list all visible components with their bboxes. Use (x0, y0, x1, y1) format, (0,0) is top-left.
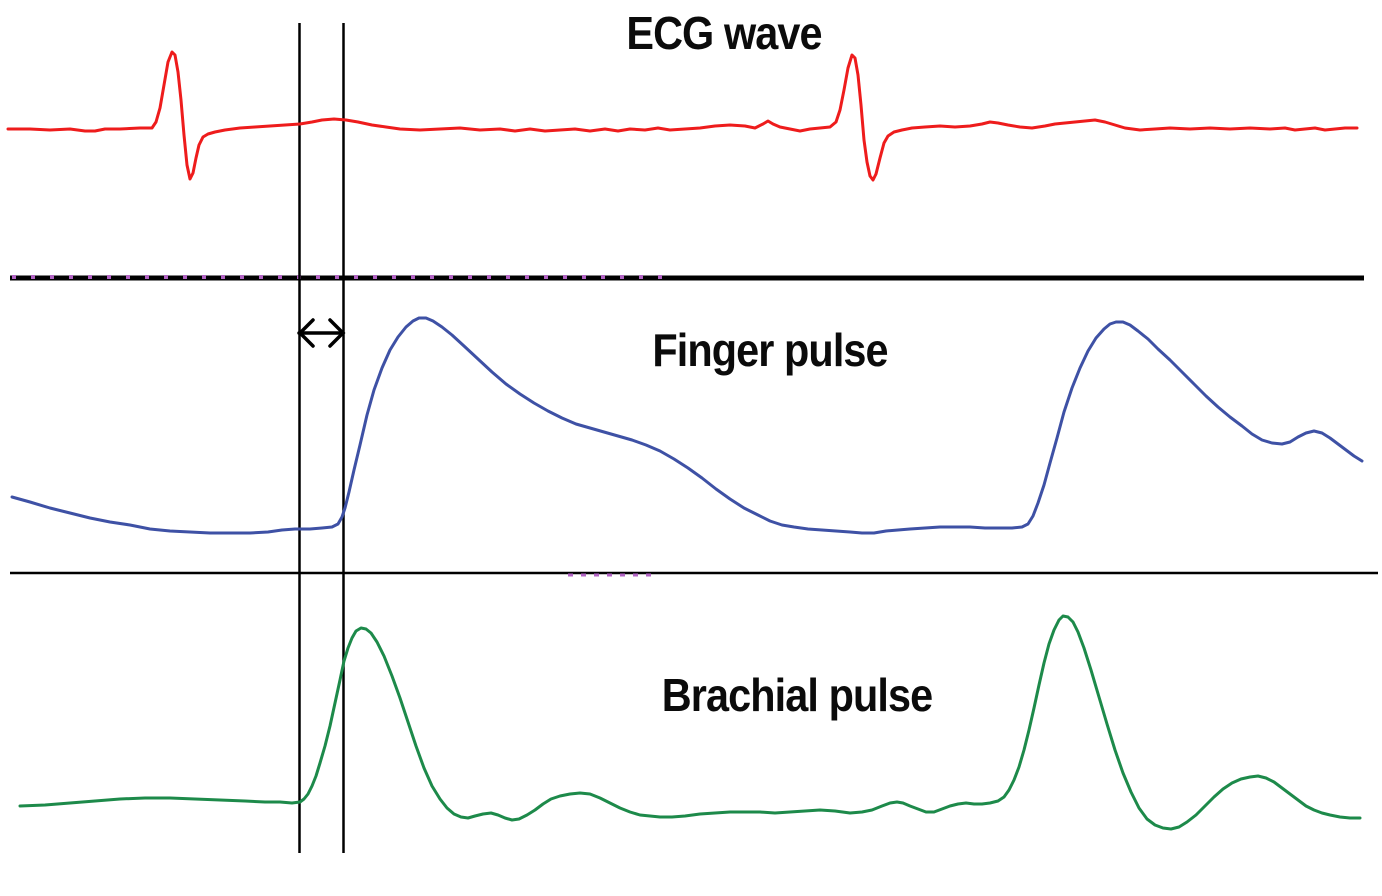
brachial-pulse-waveform (18, 614, 1362, 831)
delay-arrow-right-head-icon (328, 318, 346, 348)
finger-pulse-label: Finger pulse (652, 324, 888, 376)
ecg-waveform (6, 50, 1359, 182)
ecg-wave-label: ECG wave (626, 7, 822, 59)
finger-pulse-waveform (10, 316, 1364, 535)
brachial-pulse-label: Brachial pulse (661, 669, 933, 721)
delay-arrow-left-head-icon (297, 318, 315, 348)
